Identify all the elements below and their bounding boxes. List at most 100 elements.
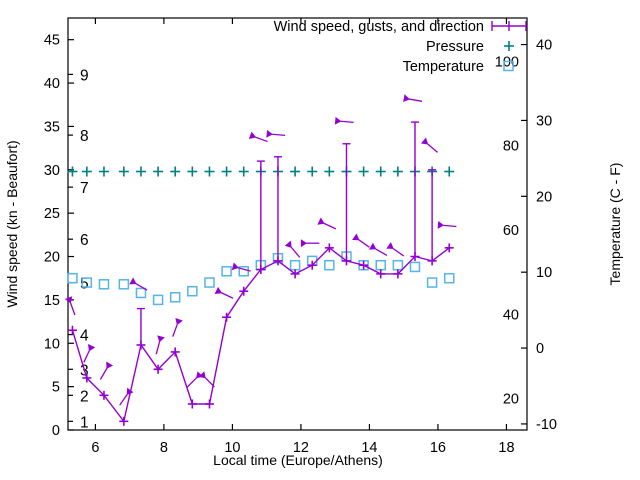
wind-direction-arrow bbox=[300, 239, 320, 248]
pressure-point bbox=[221, 166, 232, 177]
wind-direction-arrow bbox=[186, 371, 204, 388]
temperature-point bbox=[238, 266, 249, 277]
left-axis-ticks: 0 5 10 15 20 25 30 35 40 45 bbox=[44, 33, 74, 439]
left-tick-label: 20 bbox=[44, 250, 60, 266]
left-tick-label: 10 bbox=[44, 336, 60, 352]
right-tick-label-fahrenheit: 20 bbox=[503, 392, 519, 408]
pressure-point bbox=[324, 166, 335, 177]
right-tick-label-fahrenheit: 100 bbox=[495, 54, 519, 70]
gust-error-bar bbox=[410, 121, 419, 257]
pressure-point bbox=[98, 166, 109, 177]
wind-speed-point bbox=[187, 399, 197, 409]
temperature-point bbox=[135, 287, 147, 299]
series-wind-speed-gusts bbox=[67, 121, 454, 426]
pressure-point bbox=[204, 166, 215, 177]
wind-speed-point bbox=[239, 286, 249, 296]
pressure-point bbox=[290, 166, 301, 177]
temperature-point bbox=[221, 266, 232, 277]
bottom-tick-label: 8 bbox=[160, 440, 168, 456]
beaufort-label: 6 bbox=[80, 232, 89, 249]
wind-speed-point bbox=[273, 256, 283, 266]
series-pressure bbox=[67, 166, 455, 177]
wind-speed-point bbox=[410, 252, 420, 262]
bottom-tick-label: 10 bbox=[224, 440, 240, 456]
beaufort-label: 7 bbox=[80, 180, 89, 197]
wind-speed-point bbox=[222, 312, 232, 322]
temperature-point bbox=[204, 277, 215, 288]
pressure-point bbox=[307, 166, 318, 177]
wind-speed-point bbox=[119, 416, 129, 426]
left-tick-label: 40 bbox=[44, 76, 60, 92]
legend-marker bbox=[503, 60, 514, 72]
temperature-point bbox=[443, 272, 455, 284]
left-tick-label: 5 bbox=[52, 380, 60, 396]
temperature-point bbox=[324, 259, 335, 271]
y-axis-label-left: Wind speed (kn - Beaufort) bbox=[4, 140, 20, 307]
wind-direction-arrow bbox=[231, 262, 251, 272]
pressure-point bbox=[444, 166, 455, 177]
wind-direction-arrow bbox=[437, 220, 457, 229]
bottom-tick-label: 18 bbox=[498, 440, 514, 456]
wind-direction-arrow bbox=[198, 371, 215, 388]
pressure-point bbox=[170, 166, 181, 177]
beaufort-label: 8 bbox=[80, 128, 89, 145]
bottom-tick-label: 14 bbox=[361, 440, 377, 456]
left-tick-label: 0 bbox=[52, 423, 60, 439]
pressure-point bbox=[67, 166, 78, 177]
pressure-point bbox=[238, 166, 249, 177]
wind-speed-point bbox=[324, 243, 334, 253]
wind-direction-arrow bbox=[334, 116, 354, 125]
right-tick-label-celsius: 40 bbox=[536, 38, 552, 54]
wind-direction-arrow bbox=[352, 233, 370, 248]
wind-speed-point bbox=[376, 269, 386, 279]
plot-frame bbox=[67, 17, 528, 431]
gust-error-bar bbox=[256, 160, 265, 270]
chart-legend: Wind speed, gusts, and direction Pressure… bbox=[274, 19, 527, 75]
legend-label: Temperature bbox=[403, 59, 484, 75]
wind-speed-point bbox=[170, 347, 180, 357]
beaufort-label: 2 bbox=[80, 388, 89, 405]
temperature-point bbox=[152, 294, 164, 306]
wind-direction-arrow bbox=[214, 286, 234, 299]
gust-error-bar bbox=[428, 169, 437, 261]
pressure-point bbox=[81, 166, 92, 177]
right-tick-label-fahrenheit: 40 bbox=[503, 307, 519, 323]
temperature-point bbox=[409, 261, 421, 273]
plot-border bbox=[67, 17, 528, 431]
right-tick-label-fahrenheit: 80 bbox=[503, 139, 519, 155]
wind-direction-arrow bbox=[64, 296, 76, 316]
pressure-point bbox=[118, 166, 129, 177]
wind-direction-arrow bbox=[155, 335, 165, 355]
wind-speed-point bbox=[99, 390, 109, 400]
wind-direction-arrow bbox=[172, 317, 183, 337]
legend-label: Pressure bbox=[426, 39, 484, 55]
legend-plus-marker bbox=[504, 41, 514, 51]
legend-marker bbox=[504, 41, 514, 51]
right-tick-label-celsius: 30 bbox=[536, 113, 552, 129]
pressure-point bbox=[135, 166, 146, 177]
bottom-tick-label: 12 bbox=[293, 440, 309, 456]
right-tick-label-celsius: 20 bbox=[536, 189, 552, 205]
gust-error-bar bbox=[342, 143, 351, 261]
left-tick-label: 35 bbox=[44, 119, 60, 135]
wind-speed-point bbox=[359, 260, 369, 270]
gust-error-bar bbox=[273, 156, 282, 261]
wind-speed-point bbox=[307, 260, 317, 270]
wind-speed-point bbox=[256, 265, 266, 275]
wind-direction-arrows bbox=[64, 94, 457, 406]
x-axis-label: Local time (Europe/Athens) bbox=[213, 452, 383, 468]
y-axis-label-right: Temperature (C - F) bbox=[607, 163, 623, 286]
wind-direction-arrow bbox=[83, 344, 96, 363]
wind-direction-arrow bbox=[284, 240, 301, 258]
temperature-point bbox=[169, 292, 181, 303]
wind-speed-point bbox=[153, 364, 163, 374]
temperature-point bbox=[187, 285, 198, 297]
legend-marker bbox=[491, 21, 527, 31]
wind-direction-arrow bbox=[317, 217, 337, 230]
beaufort-label: 9 bbox=[80, 67, 89, 84]
temperature-point bbox=[98, 279, 110, 290]
